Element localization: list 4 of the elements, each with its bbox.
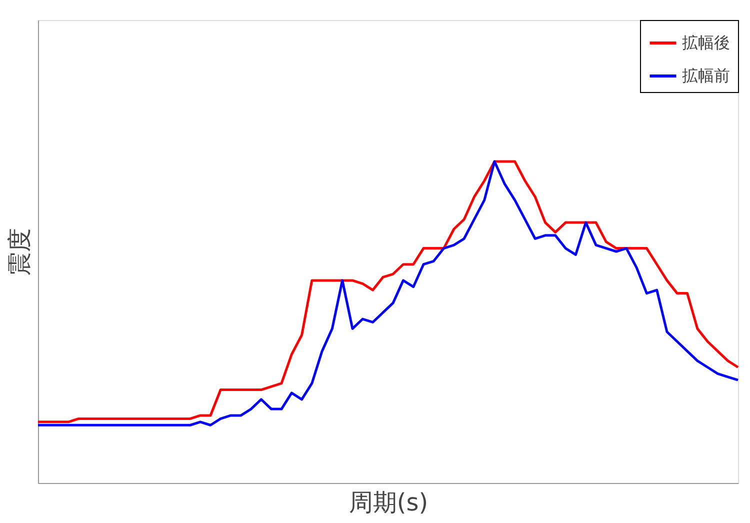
x-axis-title: 周期(s) xyxy=(348,488,428,516)
y-axis-title: 震度 xyxy=(6,228,34,276)
legend-label: 拡幅後 xyxy=(682,33,730,52)
legend-label: 拡幅前 xyxy=(682,66,730,85)
